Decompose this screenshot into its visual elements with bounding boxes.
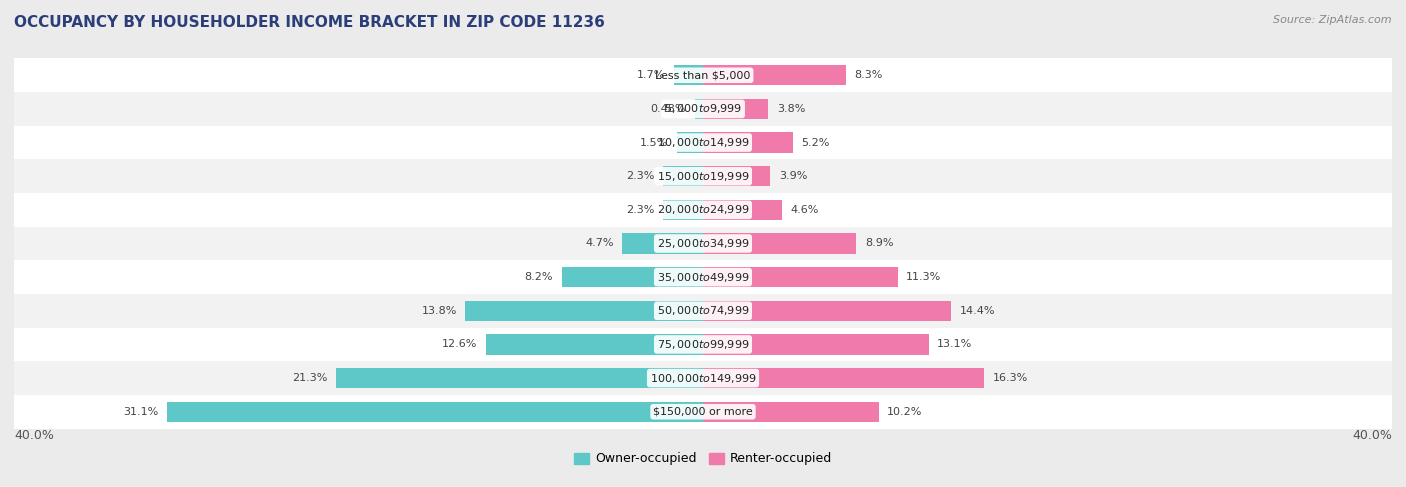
Bar [703,368,984,388]
Text: Source: ZipAtlas.com: Source: ZipAtlas.com [1274,15,1392,25]
Bar [465,300,703,321]
Bar [14,294,1392,328]
Text: 40.0%: 40.0% [14,429,53,442]
Bar [695,99,703,119]
Text: Less than $5,000: Less than $5,000 [655,70,751,80]
Text: 8.2%: 8.2% [524,272,553,282]
Text: OCCUPANCY BY HOUSEHOLDER INCOME BRACKET IN ZIP CODE 11236: OCCUPANCY BY HOUSEHOLDER INCOME BRACKET … [14,15,605,30]
Bar [703,300,950,321]
Text: 13.8%: 13.8% [422,306,457,316]
Bar [14,261,1392,294]
Legend: Owner-occupied, Renter-occupied: Owner-occupied, Renter-occupied [568,448,838,470]
Text: $150,000 or more: $150,000 or more [654,407,752,417]
Text: $15,000 to $19,999: $15,000 to $19,999 [657,169,749,183]
Text: 3.9%: 3.9% [779,171,807,181]
Text: 2.3%: 2.3% [627,171,655,181]
Text: 3.8%: 3.8% [778,104,806,114]
Text: 13.1%: 13.1% [938,339,973,350]
Bar [14,361,1392,395]
Bar [621,233,703,254]
Bar [562,267,703,287]
Text: 14.4%: 14.4% [960,306,995,316]
Bar [703,166,770,187]
Bar [678,132,703,152]
Bar [14,226,1392,261]
Text: 4.6%: 4.6% [790,205,820,215]
Bar [703,267,897,287]
Text: 31.1%: 31.1% [124,407,159,417]
Text: 21.3%: 21.3% [292,373,328,383]
Text: $75,000 to $99,999: $75,000 to $99,999 [657,338,749,351]
Text: $20,000 to $24,999: $20,000 to $24,999 [657,204,749,216]
Bar [703,200,782,220]
Text: 5.2%: 5.2% [801,137,830,148]
Text: $10,000 to $14,999: $10,000 to $14,999 [657,136,749,149]
Text: $25,000 to $34,999: $25,000 to $34,999 [657,237,749,250]
Text: 40.0%: 40.0% [1353,429,1392,442]
Bar [703,99,769,119]
Bar [703,402,879,422]
Bar [14,126,1392,159]
Bar [14,395,1392,429]
Text: 11.3%: 11.3% [907,272,942,282]
Bar [703,132,793,152]
Bar [14,328,1392,361]
Bar [703,65,846,85]
Text: 8.9%: 8.9% [865,239,893,248]
Bar [664,166,703,187]
Text: 0.48%: 0.48% [651,104,686,114]
Text: 4.7%: 4.7% [585,239,613,248]
Bar [14,193,1392,226]
Text: $35,000 to $49,999: $35,000 to $49,999 [657,271,749,283]
Bar [703,335,928,355]
Text: $5,000 to $9,999: $5,000 to $9,999 [664,102,742,115]
Text: 1.7%: 1.7% [637,70,665,80]
Text: 8.3%: 8.3% [855,70,883,80]
Text: 1.5%: 1.5% [640,137,669,148]
Text: 16.3%: 16.3% [993,373,1028,383]
Bar [664,200,703,220]
Bar [673,65,703,85]
Bar [486,335,703,355]
Bar [14,58,1392,92]
Bar [167,402,703,422]
Text: 10.2%: 10.2% [887,407,922,417]
Text: $50,000 to $74,999: $50,000 to $74,999 [657,304,749,318]
Bar [14,92,1392,126]
Bar [336,368,703,388]
Text: 12.6%: 12.6% [441,339,478,350]
Text: 2.3%: 2.3% [627,205,655,215]
Bar [703,233,856,254]
Text: $100,000 to $149,999: $100,000 to $149,999 [650,372,756,385]
Bar [14,159,1392,193]
